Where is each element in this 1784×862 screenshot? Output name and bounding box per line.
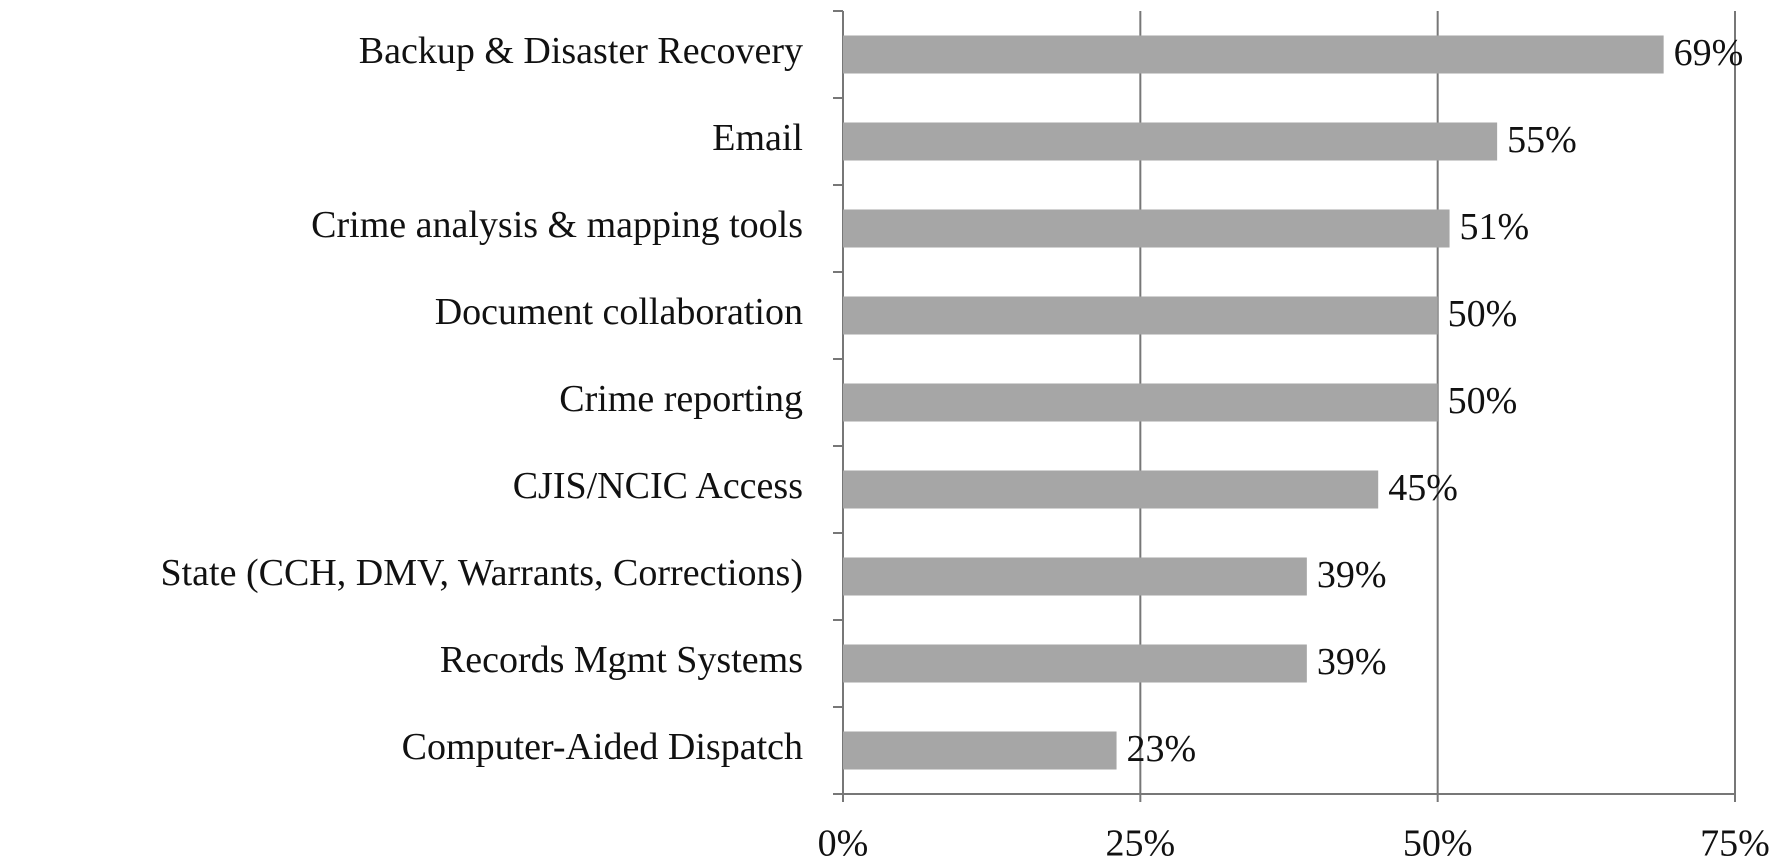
value-label: 50% xyxy=(1448,380,1518,422)
bar xyxy=(843,122,1498,161)
value-label: 50% xyxy=(1448,293,1518,335)
bar xyxy=(843,644,1307,683)
value-label: 23% xyxy=(1127,728,1197,770)
value-label: 51% xyxy=(1460,206,1530,248)
value-label: 39% xyxy=(1317,641,1387,683)
category-label: Backup & Disaster Recovery xyxy=(359,30,803,72)
category-label: Records Mgmt Systems xyxy=(440,639,803,681)
category-label: Document collaboration xyxy=(435,291,803,333)
category-label: Crime analysis & mapping tools xyxy=(311,204,803,246)
bar xyxy=(843,557,1307,596)
category-label: Computer-Aided Dispatch xyxy=(402,726,803,768)
category-label: Email xyxy=(712,117,803,159)
x-tick-label: 0% xyxy=(818,823,869,862)
x-tick-label: 75% xyxy=(1700,823,1770,862)
value-label: 45% xyxy=(1388,467,1458,509)
bar xyxy=(843,209,1450,248)
bar xyxy=(843,470,1379,509)
value-label: 39% xyxy=(1317,554,1387,596)
x-tick-label: 50% xyxy=(1403,823,1473,862)
bar xyxy=(843,383,1438,422)
x-tick-label: 25% xyxy=(1106,823,1176,862)
value-label: 69% xyxy=(1674,32,1744,74)
bar xyxy=(843,731,1117,770)
bar xyxy=(843,296,1438,335)
category-label: Crime reporting xyxy=(559,378,803,420)
bar xyxy=(843,35,1664,74)
value-label: 55% xyxy=(1507,119,1577,161)
category-label: CJIS/NCIC Access xyxy=(513,465,803,507)
category-label: State (CCH, DMV, Warrants, Corrections) xyxy=(160,552,803,594)
